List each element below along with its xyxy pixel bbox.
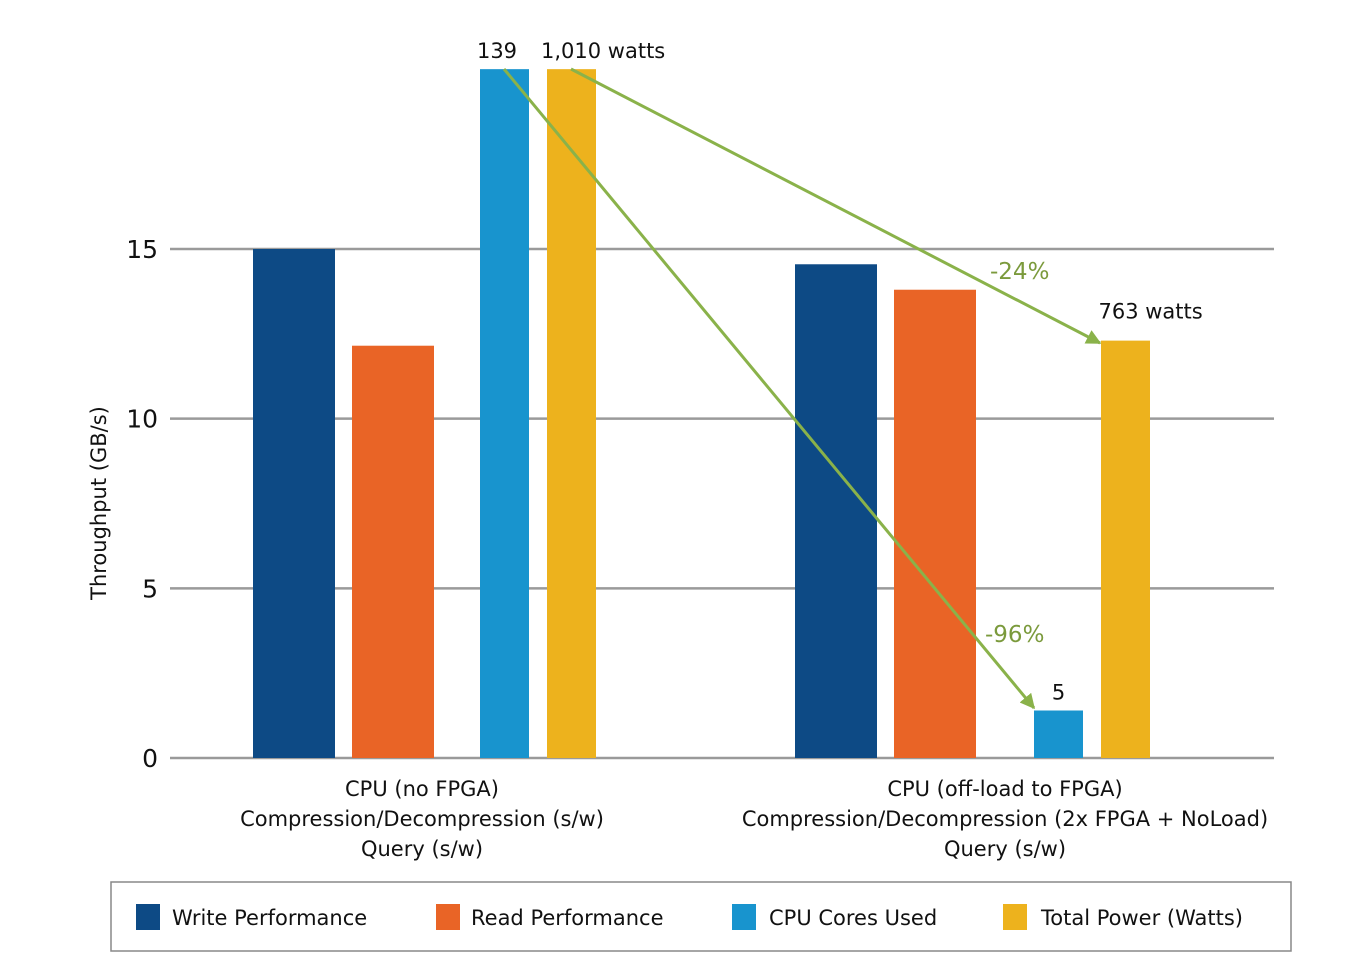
bar-total-power-watts-1 — [1101, 340, 1150, 758]
data-label: 763 watts — [1099, 300, 1203, 324]
legend-label: Write Performance — [172, 906, 367, 930]
legend-box — [110, 881, 1292, 952]
bar-cpu-cores-used-1 — [1034, 710, 1083, 758]
legend-swatch — [136, 904, 160, 930]
bar-read-performance-0 — [352, 345, 434, 758]
change-arrows: -96% -24% — [502, 67, 1102, 710]
legend-swatch — [436, 904, 460, 930]
category-label: CPU (no FPGA) — [345, 777, 499, 801]
y-axis-title: Throughput (GB/s) — [87, 406, 111, 601]
legend: Write Performance Read Performance CPU Cor… — [110, 881, 1292, 952]
category-label: CPU (off-load to FPGA) — [887, 777, 1122, 801]
bar-write-performance-1 — [795, 264, 877, 758]
category-label: Compression/Decompression (s/w) — [240, 807, 604, 831]
category-label: Compression/Decompression (2x FPGA + NoL… — [742, 807, 1268, 831]
arrow-total-power — [570, 67, 1102, 345]
data-label: 139 — [477, 39, 517, 63]
legend-label: Read Performance — [471, 906, 664, 930]
annotation-label: -24% — [990, 259, 1049, 285]
bar-read-performance-1 — [894, 289, 976, 758]
annotation-label: -96% — [985, 622, 1044, 648]
legend-swatch — [732, 904, 756, 930]
arrow-cpu-cores — [502, 68, 1036, 710]
y-tick-label: 10 — [126, 405, 158, 434]
legend-label: Total Power (Watts) — [1040, 906, 1243, 930]
bar-cpu-cores-used-0 — [480, 69, 529, 759]
data-labels: 139 5 1,010 watts 763 watts — [477, 39, 1203, 704]
y-tick-label: 5 — [142, 574, 158, 603]
bars — [253, 69, 1150, 759]
data-label: 1,010 watts — [541, 39, 665, 63]
y-tick-label: 15 — [126, 235, 158, 264]
bar-total-power-watts-0 — [547, 69, 596, 759]
data-label: 5 — [1052, 680, 1065, 704]
category-labels: CPU (no FPGA) Compression/Decompression (… — [240, 777, 1268, 861]
y-tick-label: 0 — [142, 744, 158, 773]
bar-write-performance-0 — [253, 249, 335, 758]
legend-swatch — [1003, 904, 1027, 930]
category-label: Query (s/w) — [944, 837, 1066, 861]
category-label: Query (s/w) — [361, 837, 483, 861]
y-tick-labels: 0 5 10 15 — [126, 235, 158, 773]
legend-label: CPU Cores Used — [769, 906, 937, 930]
